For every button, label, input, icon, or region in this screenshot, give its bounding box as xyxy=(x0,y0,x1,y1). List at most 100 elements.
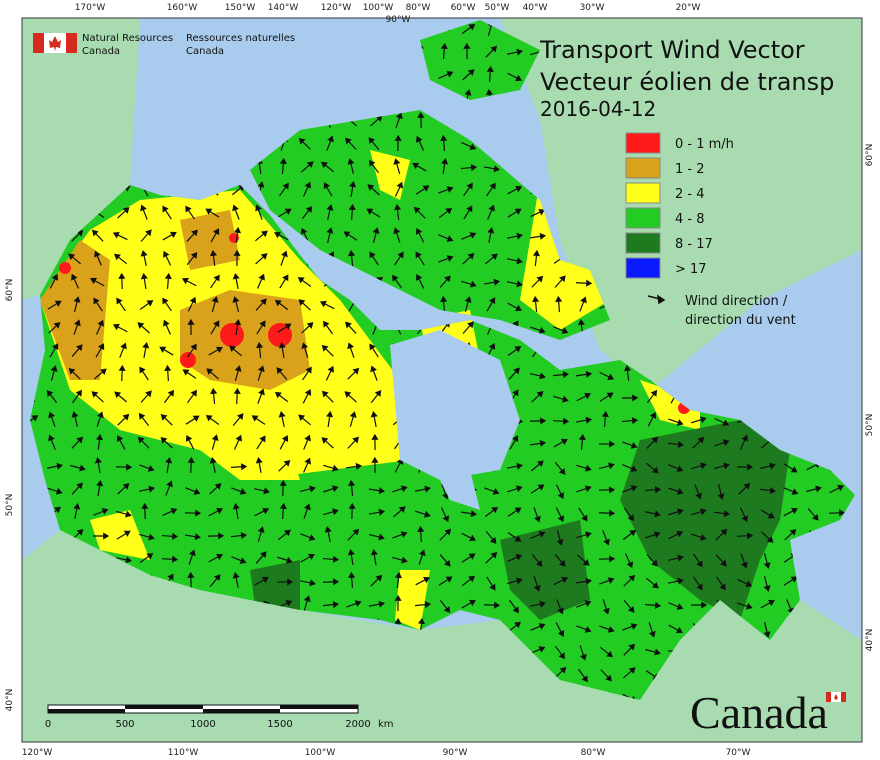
wind-arrow xyxy=(598,509,616,517)
wind-arrow xyxy=(509,599,519,614)
legend-swatch xyxy=(625,207,661,229)
wind-arrow xyxy=(508,367,520,380)
wind-arrow xyxy=(668,602,684,610)
wind-arrow xyxy=(165,456,173,474)
wind-arrow xyxy=(553,326,569,334)
wind-arrow xyxy=(645,531,661,539)
wind-arrow xyxy=(256,435,266,450)
wind-arrow xyxy=(345,462,363,470)
top-label: 80°W xyxy=(406,3,431,13)
wind-arrow xyxy=(301,342,309,358)
wind-arrow xyxy=(185,205,195,220)
wind-arrow xyxy=(487,204,495,220)
wind-arrow xyxy=(139,366,149,381)
wind-arrow xyxy=(714,462,730,470)
frame xyxy=(21,17,863,743)
wind-arrow xyxy=(367,184,380,196)
wind-arrow xyxy=(439,275,451,288)
wind-arrow xyxy=(71,344,83,357)
left-label: 50°N xyxy=(5,494,15,517)
wind-arrow xyxy=(300,553,315,563)
wind-arrow xyxy=(139,553,154,563)
wind-arrow xyxy=(229,345,242,357)
wind-arrow xyxy=(691,533,707,541)
wind-arrow xyxy=(553,438,568,448)
wind-arrow xyxy=(119,342,127,358)
wind-arrow xyxy=(738,482,751,495)
wind-arrow xyxy=(486,182,496,197)
wind-arrow xyxy=(393,506,406,518)
wind-arrow xyxy=(668,508,684,516)
wind-arrow xyxy=(532,249,540,267)
wind-arrow xyxy=(464,296,472,312)
wind-arrow xyxy=(578,507,588,522)
wind-arrow xyxy=(575,279,593,287)
wind-arrow xyxy=(209,249,218,267)
wind-arrow xyxy=(556,599,564,615)
wind-arrow xyxy=(692,436,705,449)
wind-arrow xyxy=(602,530,610,546)
wind-arrow xyxy=(186,252,198,266)
wind-arrow xyxy=(577,554,590,566)
wind-arrow xyxy=(438,71,454,79)
wind-arrow xyxy=(187,456,195,474)
wind-arrow xyxy=(461,232,477,240)
wind-arrow xyxy=(623,364,632,382)
wind-arrow xyxy=(483,601,501,609)
wind-arrow xyxy=(48,434,56,450)
wind-arrow xyxy=(234,318,242,336)
wind-arrow xyxy=(461,599,476,609)
wind-arrow xyxy=(530,208,546,218)
wind-arrow xyxy=(94,250,102,266)
wind-arrow xyxy=(49,273,59,289)
wind-arrow xyxy=(96,479,104,497)
wind-arrow xyxy=(117,413,130,426)
wind-arrow xyxy=(116,435,126,450)
wind-arrow xyxy=(507,185,523,195)
wind-arrow xyxy=(460,164,478,172)
wind-arrow xyxy=(323,182,333,197)
wind-arrow xyxy=(576,485,592,493)
wind-arrow xyxy=(141,502,149,520)
wind-arrow xyxy=(232,273,240,290)
wind-arrow xyxy=(323,320,333,335)
scale-label: 1500 xyxy=(267,719,292,730)
bottom-label: 110°W xyxy=(168,748,199,758)
wind-arrow xyxy=(783,463,798,473)
wind-arrow xyxy=(740,553,748,569)
wind-arrow xyxy=(207,532,225,540)
wind-arrow xyxy=(553,576,569,586)
legend-swatch xyxy=(625,182,661,204)
wind-arrow xyxy=(441,484,449,500)
wind-arrow xyxy=(274,391,289,403)
wind-arrow xyxy=(370,365,378,381)
wind-arrow xyxy=(116,510,132,518)
wind-arrow xyxy=(531,391,544,403)
wind-arrow xyxy=(392,274,403,289)
wind-arrow xyxy=(185,415,200,425)
wind-arrow xyxy=(576,600,592,608)
wind-arrow xyxy=(439,599,451,614)
wind-arrow xyxy=(438,234,454,242)
wind-arrow xyxy=(694,484,702,500)
wind-arrow xyxy=(555,295,563,313)
wind-arrow xyxy=(48,411,56,427)
wind-arrow xyxy=(205,208,220,218)
wind-arrow xyxy=(438,576,453,586)
usa xyxy=(22,530,862,742)
wind-arrow xyxy=(162,231,177,241)
scale-unit: km xyxy=(378,719,394,730)
wind-arrow xyxy=(509,435,519,450)
wind-arrow xyxy=(507,485,523,493)
wind-arrow xyxy=(322,578,340,586)
wind-arrow xyxy=(693,576,703,591)
wind-arrow xyxy=(73,319,81,335)
wind-arrow xyxy=(47,300,62,310)
legend-arrow-label: direction du vent xyxy=(685,313,796,328)
wind-arrow xyxy=(416,135,425,151)
wordmark: Canada xyxy=(690,687,828,738)
wind-arrow xyxy=(349,180,357,198)
wind-arrow xyxy=(394,251,404,266)
wind-arrow xyxy=(417,111,425,129)
wind-arrow xyxy=(140,272,148,290)
